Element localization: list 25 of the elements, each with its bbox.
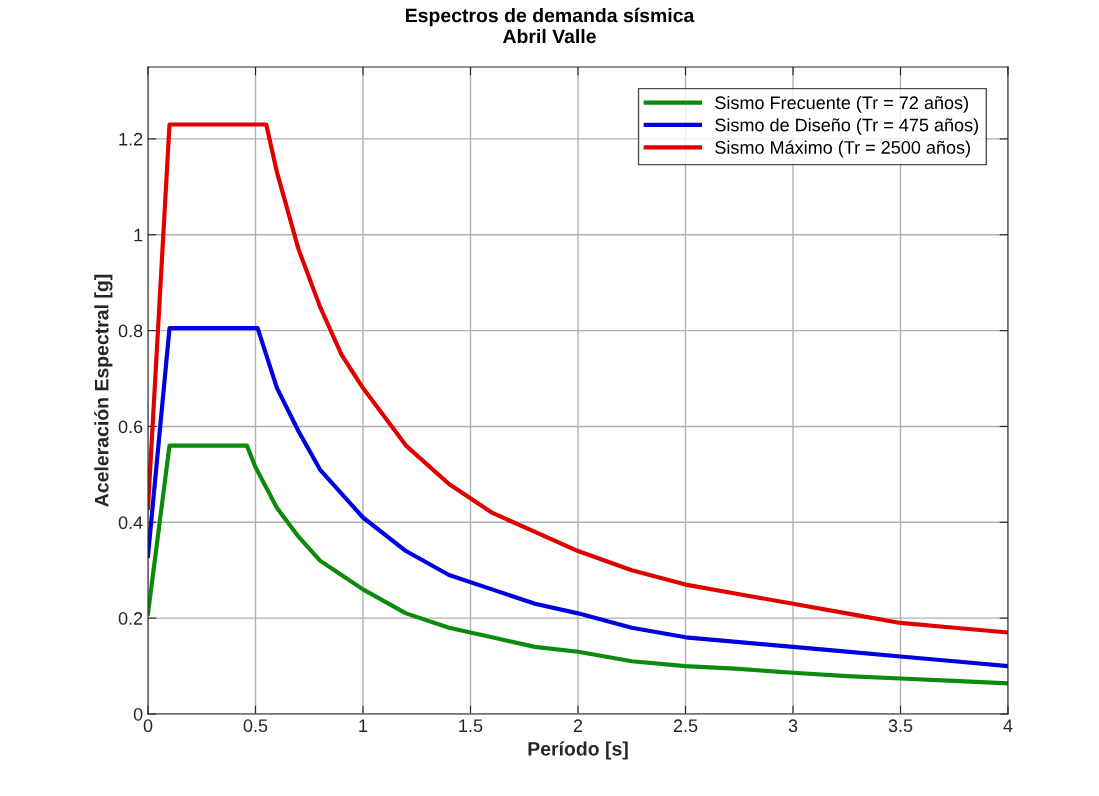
x-tick-label: 3 (788, 719, 798, 733)
x-tick-label: 0 (143, 719, 153, 733)
y-tick-label: 0.2 (118, 612, 143, 625)
x-axis-title: Período [s] (528, 741, 628, 760)
y-tick-label: 1 (134, 228, 143, 242)
legend-label: Sismo Máximo (Tr = 2500 años) (715, 140, 970, 158)
y-tick-label: 0.6 (118, 420, 143, 434)
y-tick-label: 0 (133, 707, 143, 721)
x-tick-label: 1 (359, 719, 368, 732)
line-series (148, 326, 1008, 669)
x-tick-label: 0.5 (243, 719, 268, 733)
y-tick-label: 0.4 (118, 516, 143, 530)
x-tick-label: 3.5 (888, 719, 913, 733)
x-tick-label: 1.5 (459, 719, 483, 733)
x-tick-label: 2 (573, 719, 583, 732)
chart-title: Espectros de demanda sísmica (405, 7, 695, 27)
y-axis-title: Aceleración Espectral [g] (94, 274, 113, 507)
legend-label: Sismo Frecuente (Tr = 72 años) (715, 95, 968, 113)
y-tick-label: 1.2 (119, 132, 143, 146)
line-series (148, 443, 1008, 686)
legend-label: Sismo de Diseño (Tr = 475 años) (715, 118, 979, 135)
x-tick-label: 2.5 (673, 719, 698, 733)
x-tick-label: 4 (1003, 719, 1013, 732)
chart-subtitle: Abril Valle (502, 28, 596, 44)
y-tick-label: 0.8 (118, 324, 143, 338)
